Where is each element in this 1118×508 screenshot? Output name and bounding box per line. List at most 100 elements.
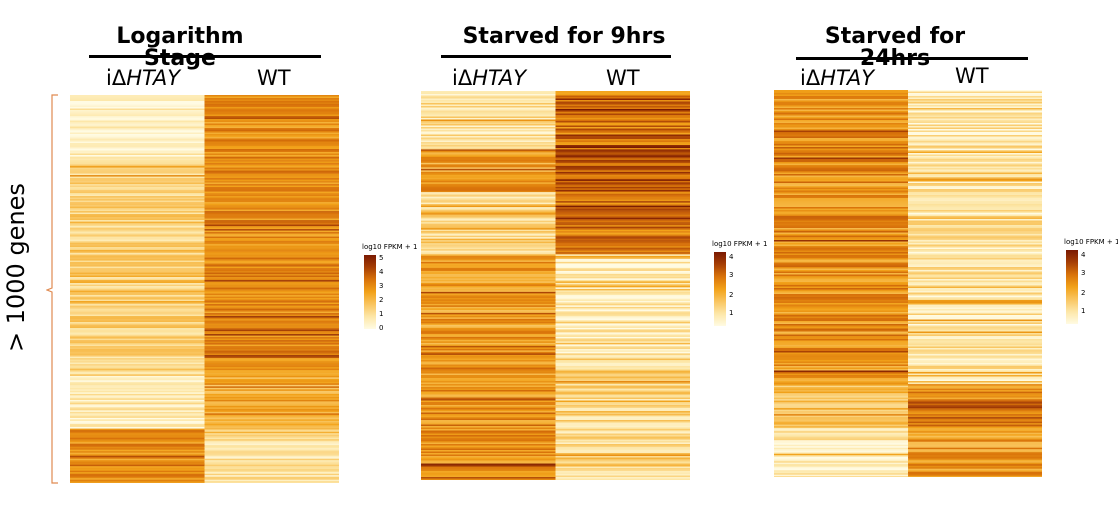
heatmap-cell [908, 255, 1042, 257]
heatmap-block [421, 192, 690, 256]
heatmap-cell [421, 103, 556, 105]
heatmap-cell [421, 225, 556, 227]
heatmap-cell [774, 370, 909, 373]
heatmap-cell [421, 243, 556, 245]
heatmap-cell [421, 330, 556, 333]
heatmap-cell [774, 247, 909, 250]
heatmap-cell [555, 167, 690, 170]
heatmap-cell [70, 224, 205, 227]
heatmap-cell [70, 223, 205, 225]
heatmap-cell [774, 124, 909, 127]
heatmap-cell [908, 181, 1042, 184]
heatmap-cell [555, 429, 690, 431]
heatmap-cell [774, 421, 909, 424]
heatmap-cell [774, 449, 909, 451]
heatmap-cell [421, 394, 556, 397]
heatmap-cell [555, 92, 690, 95]
heatmap-cell [555, 107, 690, 110]
heatmap-cell [421, 376, 556, 379]
heatmap-cell [555, 400, 690, 403]
heatmap-cell [774, 411, 909, 413]
heatmap-cell [908, 183, 1042, 185]
heatmap-cell [774, 187, 909, 190]
col-label-mutant: iΔHTAY [452, 66, 527, 90]
heatmap-cell [204, 475, 339, 477]
heatmap-cell [204, 290, 339, 293]
heatmap-cell [204, 458, 339, 461]
heatmap-cell [908, 168, 1042, 170]
heatmap-cell [774, 241, 909, 244]
heatmap-cell [421, 173, 556, 176]
heatmap-cell [421, 315, 556, 318]
heatmap-cell [908, 280, 1042, 283]
heatmap-cell [908, 435, 1042, 438]
heatmap-cell [774, 177, 909, 179]
heatmap-cell [70, 344, 205, 347]
heatmap-cell [555, 394, 690, 397]
heatmap-cell [204, 440, 339, 443]
heatmap-cell [421, 174, 556, 177]
heatmap-cell [70, 129, 205, 132]
heatmap-cell [908, 354, 1042, 356]
heatmap-cell [908, 231, 1042, 233]
heatmap-cell [204, 221, 339, 224]
heatmap-cell [204, 149, 339, 151]
heatmap-cell [774, 276, 909, 278]
heatmap-cell [421, 153, 556, 156]
heatmap-cell [555, 170, 690, 173]
heatmap-cell [70, 227, 205, 230]
heatmap-cell [555, 454, 690, 457]
heatmap-cell [421, 411, 556, 413]
heatmap-cell [421, 176, 556, 179]
heatmap-cell [908, 342, 1042, 344]
heatmap-cell [421, 448, 556, 451]
heatmap-cell [908, 97, 1042, 100]
heatmap-cell [70, 340, 205, 342]
legend-colorbar [1066, 250, 1078, 324]
heatmap-cell [70, 410, 205, 413]
heatmap-cell [555, 375, 690, 377]
heatmap-cell [908, 390, 1042, 392]
heatmap-cell [774, 175, 909, 178]
heatmap-cell [204, 389, 339, 392]
heatmap-block [70, 374, 339, 431]
heatmap-cell [70, 473, 205, 476]
heatmap-cell [421, 291, 556, 294]
heatmap-cell [908, 115, 1042, 118]
heatmap-cell [70, 445, 205, 447]
heatmap-cell [421, 278, 556, 281]
heatmap-cell [774, 301, 909, 304]
heatmap-cell [555, 417, 690, 419]
heatmap-cell [774, 139, 909, 142]
heatmap-cell [421, 127, 556, 129]
heatmap-cell [204, 419, 339, 422]
heatmap-cell [204, 286, 339, 288]
heatmap-cell [908, 261, 1042, 263]
heatmap-cell [70, 239, 205, 242]
heatmap-cell [908, 450, 1042, 453]
heatmap-cell [555, 188, 690, 191]
heatmap-cell [204, 293, 339, 296]
heatmap-cell [555, 158, 690, 161]
heatmap-cell [555, 468, 690, 470]
col-label-wt: WT [257, 66, 291, 90]
heatmap-cell [70, 187, 205, 189]
heatmap-cell [70, 353, 205, 356]
heatmap-cell [774, 153, 909, 155]
heatmap-cell [774, 437, 909, 439]
heatmap-cell [774, 315, 909, 317]
heatmap-cell [908, 187, 1042, 190]
heatmap-cell [774, 345, 909, 347]
heatmap-block [70, 95, 339, 159]
heatmap-cell [421, 134, 556, 137]
heatmap-cell [555, 125, 690, 128]
heatmap-cell [70, 414, 205, 417]
heatmap-cell [421, 139, 556, 141]
heatmap-cell [908, 271, 1042, 274]
heatmap-cell [421, 104, 556, 107]
heatmap-cell [555, 406, 690, 409]
heatmap-cell [204, 428, 339, 431]
heatmap-cell [421, 364, 556, 367]
legend-tick: 3 [379, 282, 384, 290]
col-label-wt: WT [955, 64, 989, 88]
